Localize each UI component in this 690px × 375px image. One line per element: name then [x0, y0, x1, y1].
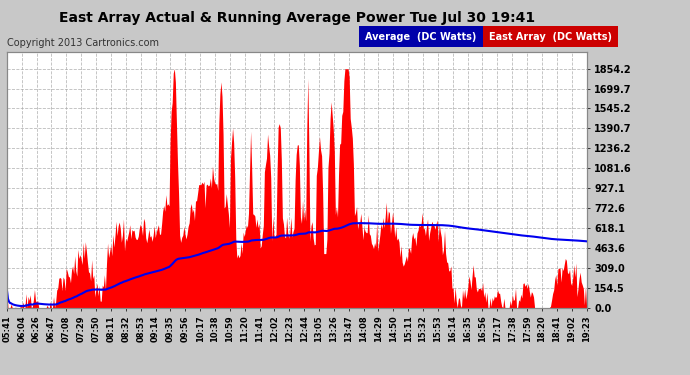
Text: East Array  (DC Watts): East Array (DC Watts): [489, 32, 612, 42]
Text: East Array Actual & Running Average Power Tue Jul 30 19:41: East Array Actual & Running Average Powe…: [59, 11, 535, 25]
Text: Average  (DC Watts): Average (DC Watts): [365, 32, 477, 42]
Text: Copyright 2013 Cartronics.com: Copyright 2013 Cartronics.com: [7, 38, 159, 48]
